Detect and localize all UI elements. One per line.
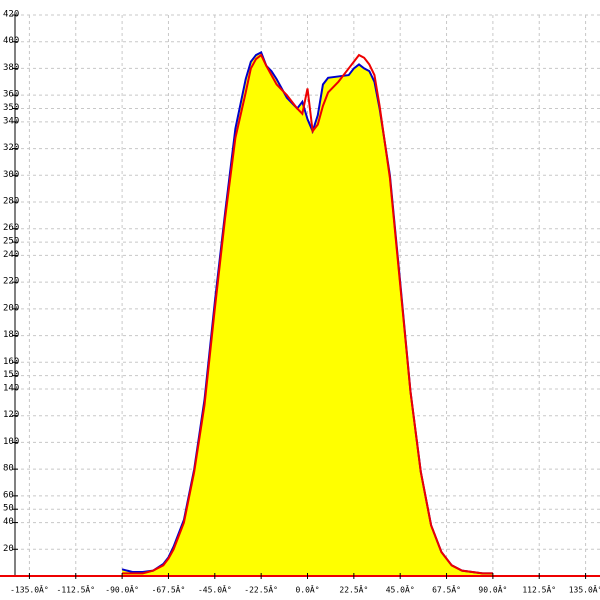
y-tick-label: 340	[3, 116, 19, 126]
y-tick-label: 120	[3, 410, 19, 420]
y-tick-label: 360	[3, 90, 19, 100]
y-tick-label: 100	[3, 437, 19, 447]
y-tick-label: 380	[3, 63, 19, 73]
y-tick-label: 200	[3, 303, 19, 313]
x-tick-label: 135.0Â°	[569, 584, 600, 595]
x-tick-label: 45.0Â°	[386, 584, 415, 595]
x-tick-label: -67.5Â°	[152, 584, 186, 595]
y-tick-label: 250	[3, 237, 19, 247]
y-tick-label: 140	[3, 384, 19, 394]
y-tick-label: 260	[3, 223, 19, 233]
y-tick-label: 400	[3, 36, 19, 46]
y-tick-label: 40	[3, 517, 14, 527]
x-tick-label: 112.5Â°	[522, 584, 556, 595]
y-tick-label: 350	[3, 103, 19, 113]
y-tick-label: 80	[3, 464, 14, 474]
x-tick-label: -90.0Â°	[105, 584, 139, 595]
y-tick-label: 420	[3, 10, 19, 20]
y-tick-label: 300	[3, 170, 19, 180]
area	[122, 52, 493, 576]
x-tick-label: -45.0Â°	[198, 584, 232, 595]
x-tick-label: -135.0Â°	[10, 584, 49, 595]
y-tick-label: 50	[3, 504, 14, 514]
y-tick-label: 280	[3, 197, 19, 207]
x-tick-label: -22.5Â°	[244, 584, 278, 595]
y-tick-label: 60	[3, 490, 14, 500]
y-tick-label: 240	[3, 250, 19, 260]
y-tick-label: 320	[3, 143, 19, 153]
x-tick-label: 22.5Â°	[339, 584, 368, 595]
y-tick-label: 160	[3, 357, 19, 367]
y-tick-label: 220	[3, 277, 19, 287]
line	[122, 53, 493, 575]
x-tick-label: 67.5Â°	[432, 584, 461, 595]
x-tick-label: -112.5Â°	[57, 584, 96, 595]
x-tick-label: 0.0Â°	[295, 584, 319, 595]
y-tick-label: 20	[3, 544, 14, 554]
y-tick-label: 150	[3, 370, 19, 380]
y-tick-label: 180	[3, 330, 19, 340]
x-tick-label: 90.0Â°	[478, 584, 507, 595]
